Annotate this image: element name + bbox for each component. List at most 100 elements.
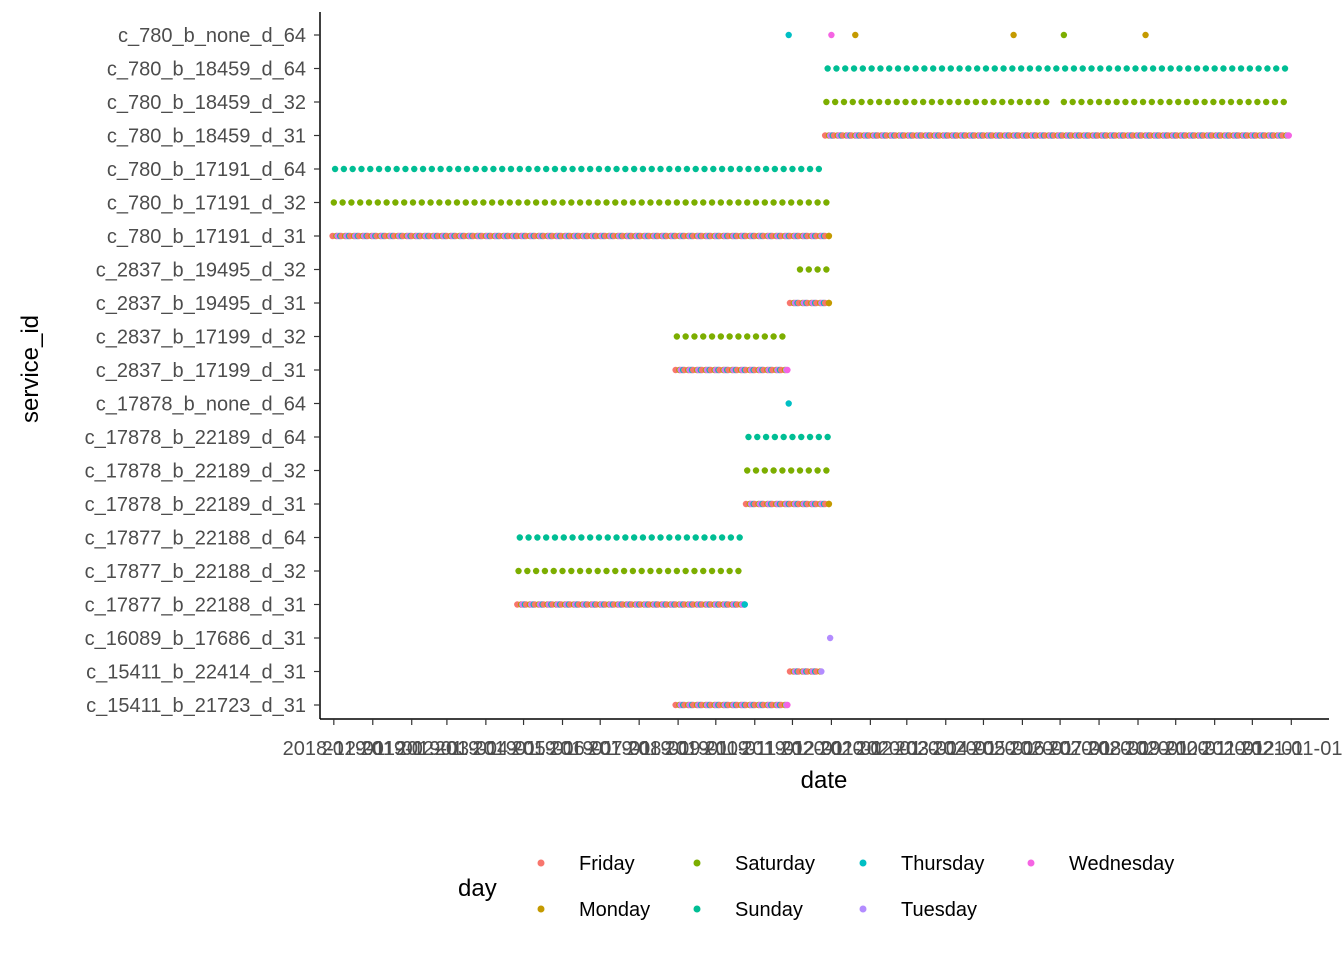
data-point bbox=[595, 534, 603, 541]
data-point bbox=[586, 165, 594, 173]
data-point bbox=[877, 65, 884, 72]
data-point bbox=[1285, 132, 1292, 139]
data-point bbox=[330, 199, 338, 206]
data-point bbox=[823, 98, 830, 106]
data-point bbox=[1114, 65, 1122, 72]
data-point bbox=[1034, 98, 1041, 106]
x-tick-label: 2019-02-01 bbox=[361, 738, 463, 760]
data-point bbox=[1044, 65, 1051, 72]
x-tick-label: 2020-08-01 bbox=[1048, 738, 1150, 760]
data-point bbox=[785, 31, 792, 39]
data-point bbox=[859, 65, 867, 72]
data-point bbox=[692, 165, 699, 173]
data-point bbox=[331, 165, 339, 173]
data-point bbox=[1237, 65, 1245, 72]
data-point bbox=[754, 433, 761, 441]
data-point bbox=[894, 65, 902, 72]
y-tick-label: c_2837_b_19495_d_32 bbox=[96, 260, 306, 282]
data-point bbox=[779, 467, 786, 474]
data-point bbox=[1104, 98, 1112, 106]
x-tick-label: 2019-09-01 bbox=[627, 738, 729, 760]
x-tick-label: 2018-12-01 bbox=[283, 738, 385, 760]
data-point bbox=[400, 199, 408, 206]
data-point bbox=[796, 266, 804, 273]
data-point bbox=[875, 98, 883, 106]
data-point bbox=[340, 165, 348, 173]
data-point bbox=[630, 534, 638, 541]
data-point bbox=[911, 98, 918, 106]
data-point bbox=[770, 467, 777, 474]
data-point bbox=[1113, 98, 1120, 106]
x-tick-label: 2020-04-01 bbox=[895, 738, 997, 760]
point-layer bbox=[329, 31, 1292, 709]
data-point bbox=[842, 65, 849, 72]
y-tick-label: c_15411_b_21723_d_31 bbox=[86, 695, 306, 717]
data-point bbox=[453, 199, 461, 206]
data-point bbox=[1139, 98, 1147, 106]
x-tick-label: 2020-06-01 bbox=[971, 738, 1073, 760]
data-point bbox=[1149, 65, 1157, 72]
data-point bbox=[1280, 98, 1287, 106]
data-point bbox=[1271, 98, 1279, 106]
data-point bbox=[752, 333, 760, 340]
data-point bbox=[507, 165, 515, 173]
data-point bbox=[1035, 65, 1042, 72]
data-point bbox=[818, 668, 825, 675]
y-tick-label: c_780_b_18459_d_32 bbox=[107, 92, 306, 114]
legend: day Friday Saturday Thursday Wednesday Monda… bbox=[458, 853, 1174, 921]
data-point bbox=[727, 165, 735, 173]
y-tick-label: c_2837_b_19495_d_31 bbox=[96, 293, 306, 315]
data-point bbox=[578, 534, 585, 541]
legend-key-sunday bbox=[693, 905, 701, 913]
data-point bbox=[1211, 65, 1218, 72]
legend-key-saturday bbox=[693, 859, 701, 867]
data-point bbox=[656, 199, 663, 206]
data-point bbox=[647, 567, 654, 575]
data-point bbox=[674, 534, 682, 541]
data-point bbox=[833, 65, 840, 72]
data-point bbox=[603, 199, 610, 206]
data-point bbox=[796, 199, 804, 206]
data-point bbox=[823, 266, 830, 273]
x-tick-label: 2020-02-01 bbox=[819, 738, 921, 760]
data-point bbox=[673, 567, 681, 575]
data-point bbox=[805, 467, 812, 474]
data-point bbox=[657, 165, 664, 173]
data-point bbox=[1176, 65, 1183, 72]
x-tick-label: 2021-01-01 bbox=[1240, 738, 1342, 760]
data-point bbox=[788, 199, 795, 206]
data-point bbox=[700, 333, 707, 340]
legend-key-tuesday bbox=[859, 905, 867, 913]
data-point bbox=[612, 199, 619, 206]
data-point bbox=[472, 165, 480, 173]
data-point bbox=[629, 199, 637, 206]
data-point bbox=[785, 400, 792, 407]
x-axis: 2018-12-012019-01-012019-02-012019-03-01… bbox=[283, 719, 1342, 760]
data-point bbox=[568, 199, 575, 206]
data-point bbox=[762, 433, 770, 441]
data-point bbox=[550, 199, 557, 206]
data-point bbox=[700, 199, 707, 206]
data-point bbox=[515, 199, 522, 206]
data-point bbox=[603, 567, 610, 575]
data-point bbox=[1000, 65, 1007, 72]
data-point bbox=[682, 199, 689, 206]
data-point bbox=[1185, 65, 1192, 72]
data-point bbox=[708, 199, 716, 206]
legend-key-wednesday bbox=[1027, 859, 1035, 867]
data-point bbox=[788, 467, 795, 474]
y-tick-label: c_17878_b_22189_d_64 bbox=[85, 427, 306, 449]
data-point bbox=[814, 199, 821, 206]
data-point bbox=[789, 165, 796, 173]
data-point bbox=[578, 165, 585, 173]
data-point bbox=[771, 433, 779, 441]
data-point bbox=[814, 467, 821, 474]
data-point bbox=[1218, 98, 1226, 106]
data-point bbox=[840, 98, 848, 106]
data-point bbox=[585, 567, 593, 575]
data-point bbox=[825, 500, 833, 508]
legend-label-sunday: Sunday bbox=[735, 899, 803, 921]
data-point bbox=[622, 165, 629, 173]
data-point bbox=[534, 534, 541, 541]
data-point bbox=[1210, 98, 1217, 106]
